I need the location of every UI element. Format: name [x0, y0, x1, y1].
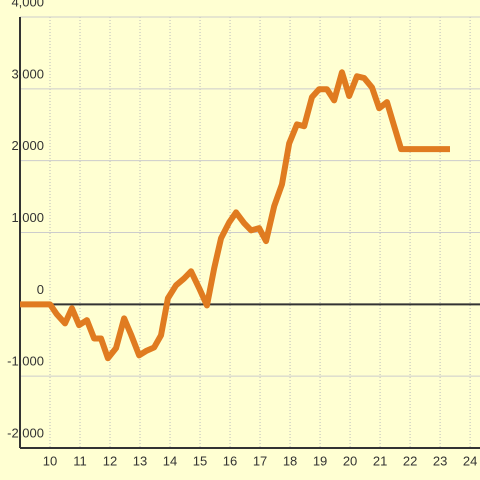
- x-tick-label: 23: [433, 453, 447, 468]
- x-tick-label: 18: [283, 453, 297, 468]
- y-tick-label: 4,000: [11, 0, 44, 9]
- x-tick-label: 21: [373, 453, 387, 468]
- x-tick-label: 16: [223, 453, 237, 468]
- x-tick-label: 22: [403, 453, 417, 468]
- x-tick-label: 12: [103, 453, 117, 468]
- y-tick-label: 0: [37, 282, 44, 297]
- x-tick-label: 10: [43, 453, 57, 468]
- x-tick-label: 13: [133, 453, 147, 468]
- data-line: [20, 69, 450, 362]
- x-tick-label: 15: [193, 453, 207, 468]
- y-tick-label: -1,000: [7, 354, 44, 369]
- y-tick-label: 3,000: [11, 66, 44, 81]
- x-tick-label: 19: [313, 453, 327, 468]
- x-tick-label: 17: [253, 453, 267, 468]
- x-tick-label: 24: [463, 453, 477, 468]
- y-tick-label: 2,000: [11, 138, 44, 153]
- x-tick-label: 14: [163, 453, 177, 468]
- y-tick-label: 1,000: [11, 210, 44, 225]
- y-tick-label: -2,000: [7, 425, 44, 440]
- x-tick-label: 11: [73, 453, 87, 468]
- x-tick-label: 20: [343, 453, 357, 468]
